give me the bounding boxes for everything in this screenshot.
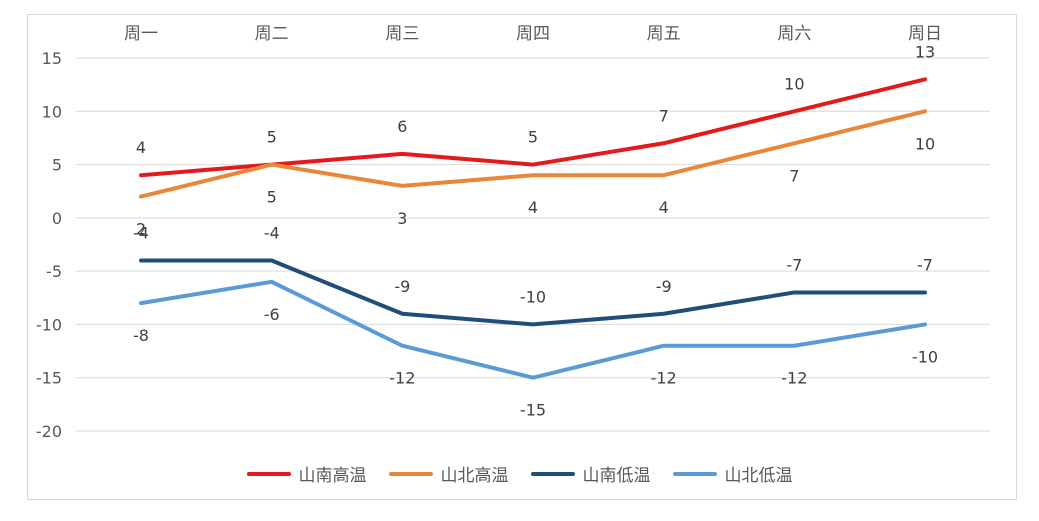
y-tick-label: 10 [42,102,62,121]
data-label: -12 [651,369,677,388]
data-label: -8 [133,326,149,345]
data-label: 5 [267,128,277,147]
legend-label: 山南低温 [582,466,651,486]
data-label: -15 [520,401,546,420]
data-label: 4 [528,198,538,217]
category-label: 周三 [385,24,419,44]
data-label: 7 [789,166,799,185]
data-label: 7 [659,106,669,125]
legend: 山南高温 山北高温 山南低温 山北低温 [0,461,1039,486]
data-label: -4 [133,223,149,242]
data-label: 4 [136,138,146,157]
data-label: 6 [397,117,407,136]
data-label: 5 [267,188,277,207]
legend-swatch [388,471,433,476]
category-label: 周五 [647,24,681,44]
y-axis-ticks: 15 10 5 0 -5 -10 -15 -20 [36,49,62,441]
data-label: -10 [520,287,546,306]
y-tick-label: -10 [36,315,62,334]
category-label: 周四 [516,24,550,44]
data-labels: 4 5 6 5 7 10 13 2 5 3 4 4 7 10 -4 -4 -9 -10 -9 -7 -7 -8 -6 -12 -… [133,42,938,419]
data-label: 5 [528,128,538,147]
data-label: 10 [915,134,935,153]
category-label: 周日 [908,24,942,44]
data-label: -7 [917,255,933,274]
legend-swatch [246,471,291,476]
legend-label: 山南高温 [298,466,367,486]
data-label: -4 [264,223,280,242]
data-label: 4 [659,198,669,217]
y-tick-label: 5 [52,156,62,175]
y-tick-label: 0 [52,209,62,228]
data-label: -12 [781,369,807,388]
y-tick-label: -15 [36,369,62,388]
data-label: 2 [136,220,146,239]
y-tick-label: -20 [36,422,62,441]
legend-item: 山南高温 [246,461,367,486]
data-label: -9 [394,277,410,296]
legend-swatch [530,471,575,476]
gridlines [76,57,990,432]
data-label: -12 [389,369,415,388]
x-axis-categories: 周一 周二 周三 周四 周五 周六 周日 [124,24,942,44]
data-label: -10 [912,347,938,366]
data-label: -7 [786,255,802,274]
data-label: 10 [784,74,804,93]
category-label: 周二 [255,24,289,44]
category-label: 周六 [777,24,811,44]
data-label: 3 [397,209,407,228]
data-label: -9 [656,277,672,296]
series-line [139,109,927,199]
legend-label: 山北高温 [440,466,509,486]
legend-label: 山北低温 [724,466,793,486]
series-lines [139,77,927,380]
data-label: -6 [264,305,280,324]
legend-item: 山北低温 [672,461,793,486]
legend-item: 山南低温 [530,461,651,486]
legend-item: 山北高温 [388,461,509,486]
data-label: 13 [915,42,935,61]
legend-swatch [672,471,717,476]
y-tick-label: 15 [42,49,62,68]
chart-frame [27,14,1017,500]
category-label: 周一 [124,24,158,44]
y-tick-label: -5 [46,262,62,281]
